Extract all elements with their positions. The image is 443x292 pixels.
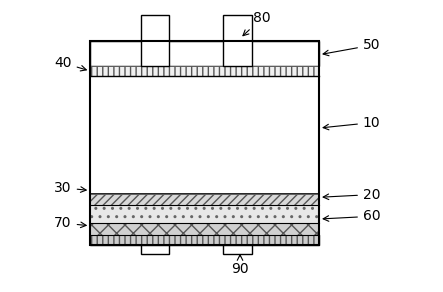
- Text: 30: 30: [54, 181, 86, 195]
- Text: 90: 90: [231, 255, 249, 276]
- Text: 60: 60: [323, 209, 381, 223]
- Bar: [90, 41, 319, 66]
- Bar: [223, 15, 252, 66]
- Bar: [90, 66, 319, 76]
- Bar: [223, 245, 252, 254]
- Bar: [90, 235, 319, 245]
- Text: 80: 80: [243, 11, 271, 36]
- Bar: [140, 245, 169, 254]
- Text: 50: 50: [323, 38, 381, 56]
- Bar: [90, 235, 319, 245]
- Bar: [90, 223, 319, 235]
- Text: 40: 40: [54, 56, 86, 71]
- Text: 10: 10: [323, 116, 381, 130]
- Bar: [90, 41, 319, 245]
- Bar: [90, 76, 319, 194]
- Text: 20: 20: [323, 187, 381, 201]
- Bar: [90, 205, 319, 223]
- Bar: [90, 194, 319, 205]
- Bar: [140, 15, 169, 66]
- Text: 70: 70: [54, 216, 86, 230]
